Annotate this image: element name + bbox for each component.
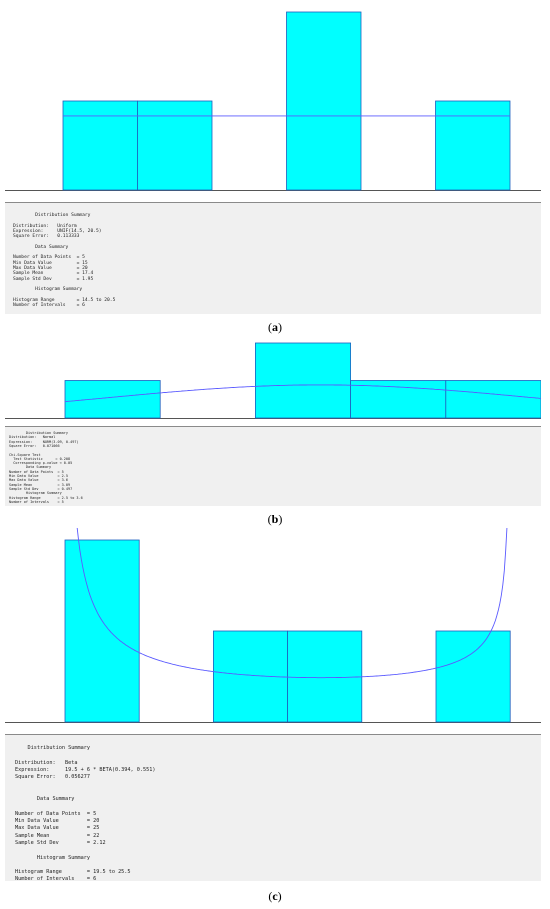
summary-panel-b: Distribution Summary Distribution: Normal… (5, 426, 541, 506)
caption-letter-c: c (272, 889, 278, 903)
panel-a: Distribution Summary Distribution: Unifor… (0, 0, 550, 338)
summary-line: Number of Data Points = 5 (9, 469, 64, 474)
summary-line: Distribution Summary (9, 431, 69, 435)
histogram-bar (287, 630, 363, 723)
summary-line: Chi-Square Test (9, 452, 41, 457)
summary-line: Sample Mean = 17.4 (13, 271, 94, 277)
histogram-bar (286, 11, 362, 191)
summary-line: Data Summary (13, 244, 69, 250)
summary-line: Sample Mean = 3.09 (9, 482, 71, 487)
plot-area-c (5, 528, 541, 733)
fitted-distribution-curve (76, 528, 508, 679)
summary-line: Number of Data Points = 5 (13, 255, 85, 261)
summary-line: Distribution: Normal (9, 435, 56, 440)
summary-line: Square Error: 0.113333 (13, 234, 80, 240)
histogram-bar (64, 380, 161, 419)
summary-line: Distribution: Beta (15, 759, 78, 766)
summary-line: Min Data Value = 20 (15, 818, 100, 824)
summary-line: Sample Std Dev = 1.95 (13, 276, 94, 282)
caption-a: (a) (268, 320, 282, 334)
summary-line: Expression: UNIF(14.5, 20.5) (13, 228, 102, 234)
plot-area-b (5, 338, 541, 424)
summary-line: Test Statistic = 0.208 (9, 456, 71, 461)
summary-line: Expression: 19.5 + 6 * BETA(0.394, 0.551… (15, 766, 156, 773)
summary-line: Square Error: 0.056277 (15, 774, 90, 781)
summary-line: Number of Intervals = 6 (13, 303, 85, 309)
summary-line: Sample Std Dev = 0.497 (9, 486, 73, 491)
summary-line: Sample Mean = 22 (15, 832, 100, 839)
plot-area-a (5, 0, 541, 195)
summary-line: Data Summary (9, 465, 52, 470)
caption-b: (b) (267, 512, 283, 526)
summary-line: Histogram Range = 14.5 to 20.5 (13, 297, 116, 303)
caption-letter-b: b (271, 512, 279, 526)
summary-line: Number of Intervals = 5 (9, 499, 64, 504)
summary-line: Corresponding p-value < 0.05 (9, 461, 73, 466)
summary-line: Sample Std Dev = 2.12 (15, 839, 106, 846)
summary-line: Histogram Range = 2.5 to 3.6 (9, 495, 83, 500)
summary-line: Square Error: 0.071066 (9, 443, 60, 448)
histogram-bar (62, 100, 138, 191)
histogram-c (5, 528, 541, 723)
histogram-bar (435, 100, 511, 191)
summary-line: Number of Data Points = 5 (15, 810, 97, 817)
histogram-bar (445, 380, 541, 419)
summary-line: Number of Intervals = 6 (15, 876, 97, 883)
panel-b: Distribution Summary Distribution: Normal… (0, 338, 550, 528)
summary-line: Expression: NORM(3.09, 0.497) (9, 439, 79, 444)
histogram-bar (254, 342, 351, 419)
panel-c: Distribution Summary Distribution: Beta Ex… (0, 528, 550, 909)
summary-line: Max Data Value = 25 (15, 825, 100, 832)
summary-line: Histogram Summary (13, 287, 83, 293)
summary-panel-c: Distribution Summary Distribution: Beta Ex… (5, 734, 541, 883)
summary-line: Min Data Value = 2.5 (9, 474, 69, 478)
caption-letter-a: a (272, 320, 278, 334)
summary-line: Max Data Value = 3.6 (9, 478, 69, 483)
summary-line: Histogram Summary (15, 854, 90, 861)
histogram-bar (435, 630, 511, 723)
histogram-bar (64, 539, 140, 723)
summary-panel-a: Distribution Summary Distribution: Unifor… (5, 202, 541, 314)
summary-line: Distribution: Uniform (13, 223, 77, 229)
summary-line: Max Data Value = 20 (13, 266, 88, 271)
summary-line: Min Data Value = 15 (13, 260, 88, 266)
summary-line: Distribution Summary (13, 213, 91, 218)
summary-line: Histogram Range = 19.5 to 25.5 (15, 869, 131, 876)
histogram-bar (137, 100, 213, 191)
summary-line: Data Summary (15, 796, 75, 803)
histogram-b (5, 342, 541, 419)
fitted-distribution-curve (64, 384, 541, 403)
summary-line: Distribution Summary (15, 745, 90, 751)
summary-line: Histogram Summary (9, 491, 62, 496)
histogram-a (5, 11, 541, 191)
caption-c: (c) (268, 889, 282, 903)
histogram-bar (350, 380, 447, 419)
